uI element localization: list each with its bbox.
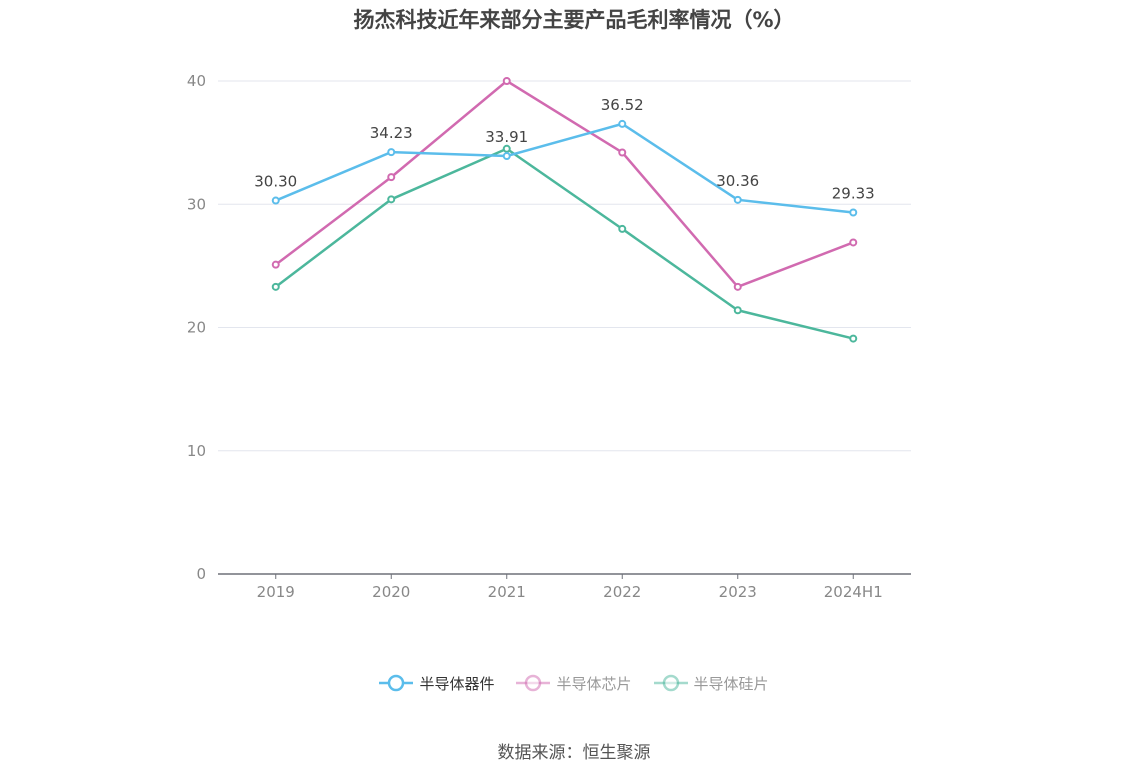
data-point[interactable] [387, 148, 396, 157]
data-point[interactable] [849, 334, 858, 343]
data-label: 30.30 [254, 173, 297, 191]
data-label: 36.52 [601, 96, 644, 114]
x-tick-label: 2022 [603, 583, 641, 601]
series-line [274, 147, 854, 340]
data-point[interactable] [849, 208, 858, 217]
data-point[interactable] [849, 238, 858, 247]
series-1 [271, 77, 858, 291]
y-tick-label: 20 [187, 319, 206, 337]
grid-lines [218, 80, 911, 452]
x-tick-label: 2019 [257, 583, 295, 601]
legend-label: 半导体硅片 [693, 674, 769, 693]
x-tick-label: 2021 [488, 583, 526, 601]
x-tick-label: 2023 [719, 583, 757, 601]
data-point[interactable] [733, 282, 742, 291]
data-label: 29.33 [832, 185, 875, 203]
legend: 半导体器件 半导体芯片 半导体硅片 [0, 672, 1148, 694]
data-point[interactable] [502, 77, 511, 85]
data-point[interactable] [733, 195, 742, 204]
data-label: 34.23 [370, 124, 413, 142]
series-layer [271, 77, 858, 343]
legend-label: 半导体芯片 [556, 674, 632, 693]
series-2 [271, 144, 858, 343]
data-point[interactable] [502, 144, 511, 153]
data-point[interactable] [502, 152, 511, 161]
data-point[interactable] [271, 260, 280, 269]
legend-swatch-icon [653, 674, 688, 692]
data-point[interactable] [387, 195, 396, 204]
axes: 0 10 20 30 40 2019 2020 2021 2022 2023 2024H1 [187, 72, 911, 601]
series-0 [271, 119, 858, 217]
chart-title: 扬杰科技近年来部分主要产品毛利率情况（%） [353, 8, 795, 32]
legend-item-0[interactable]: 半导体器件 [379, 672, 494, 694]
data-point[interactable] [618, 224, 627, 233]
data-point[interactable] [733, 306, 742, 315]
data-point[interactable] [271, 282, 280, 291]
data-point[interactable] [387, 173, 396, 182]
data-point[interactable] [618, 119, 627, 128]
data-label: 33.91 [485, 128, 528, 146]
y-tick-label: 10 [187, 442, 206, 460]
data-point[interactable] [618, 148, 627, 157]
legend-swatch-icon [516, 674, 551, 692]
y-tick-label: 30 [187, 195, 206, 213]
legend-label: 半导体器件 [419, 674, 495, 693]
legend-item-2[interactable]: 半导体硅片 [653, 672, 769, 694]
x-tick-label: 2020 [372, 583, 410, 601]
data-point[interactable] [271, 196, 280, 205]
data-labels: 30.30 34.23 33.91 36.52 30.36 29.33 [254, 96, 874, 203]
legend-item-1[interactable]: 半导体芯片 [516, 672, 632, 694]
y-tick-label: 40 [187, 72, 206, 90]
series-line [275, 122, 854, 214]
source-note: 数据来源：恒生聚源 [497, 743, 651, 763]
x-tick-label: 2024H1 [824, 583, 883, 601]
data-label: 30.36 [716, 172, 759, 190]
legend-swatch-icon [379, 674, 414, 692]
y-tick-label: 0 [196, 565, 206, 583]
series-line [274, 79, 854, 289]
